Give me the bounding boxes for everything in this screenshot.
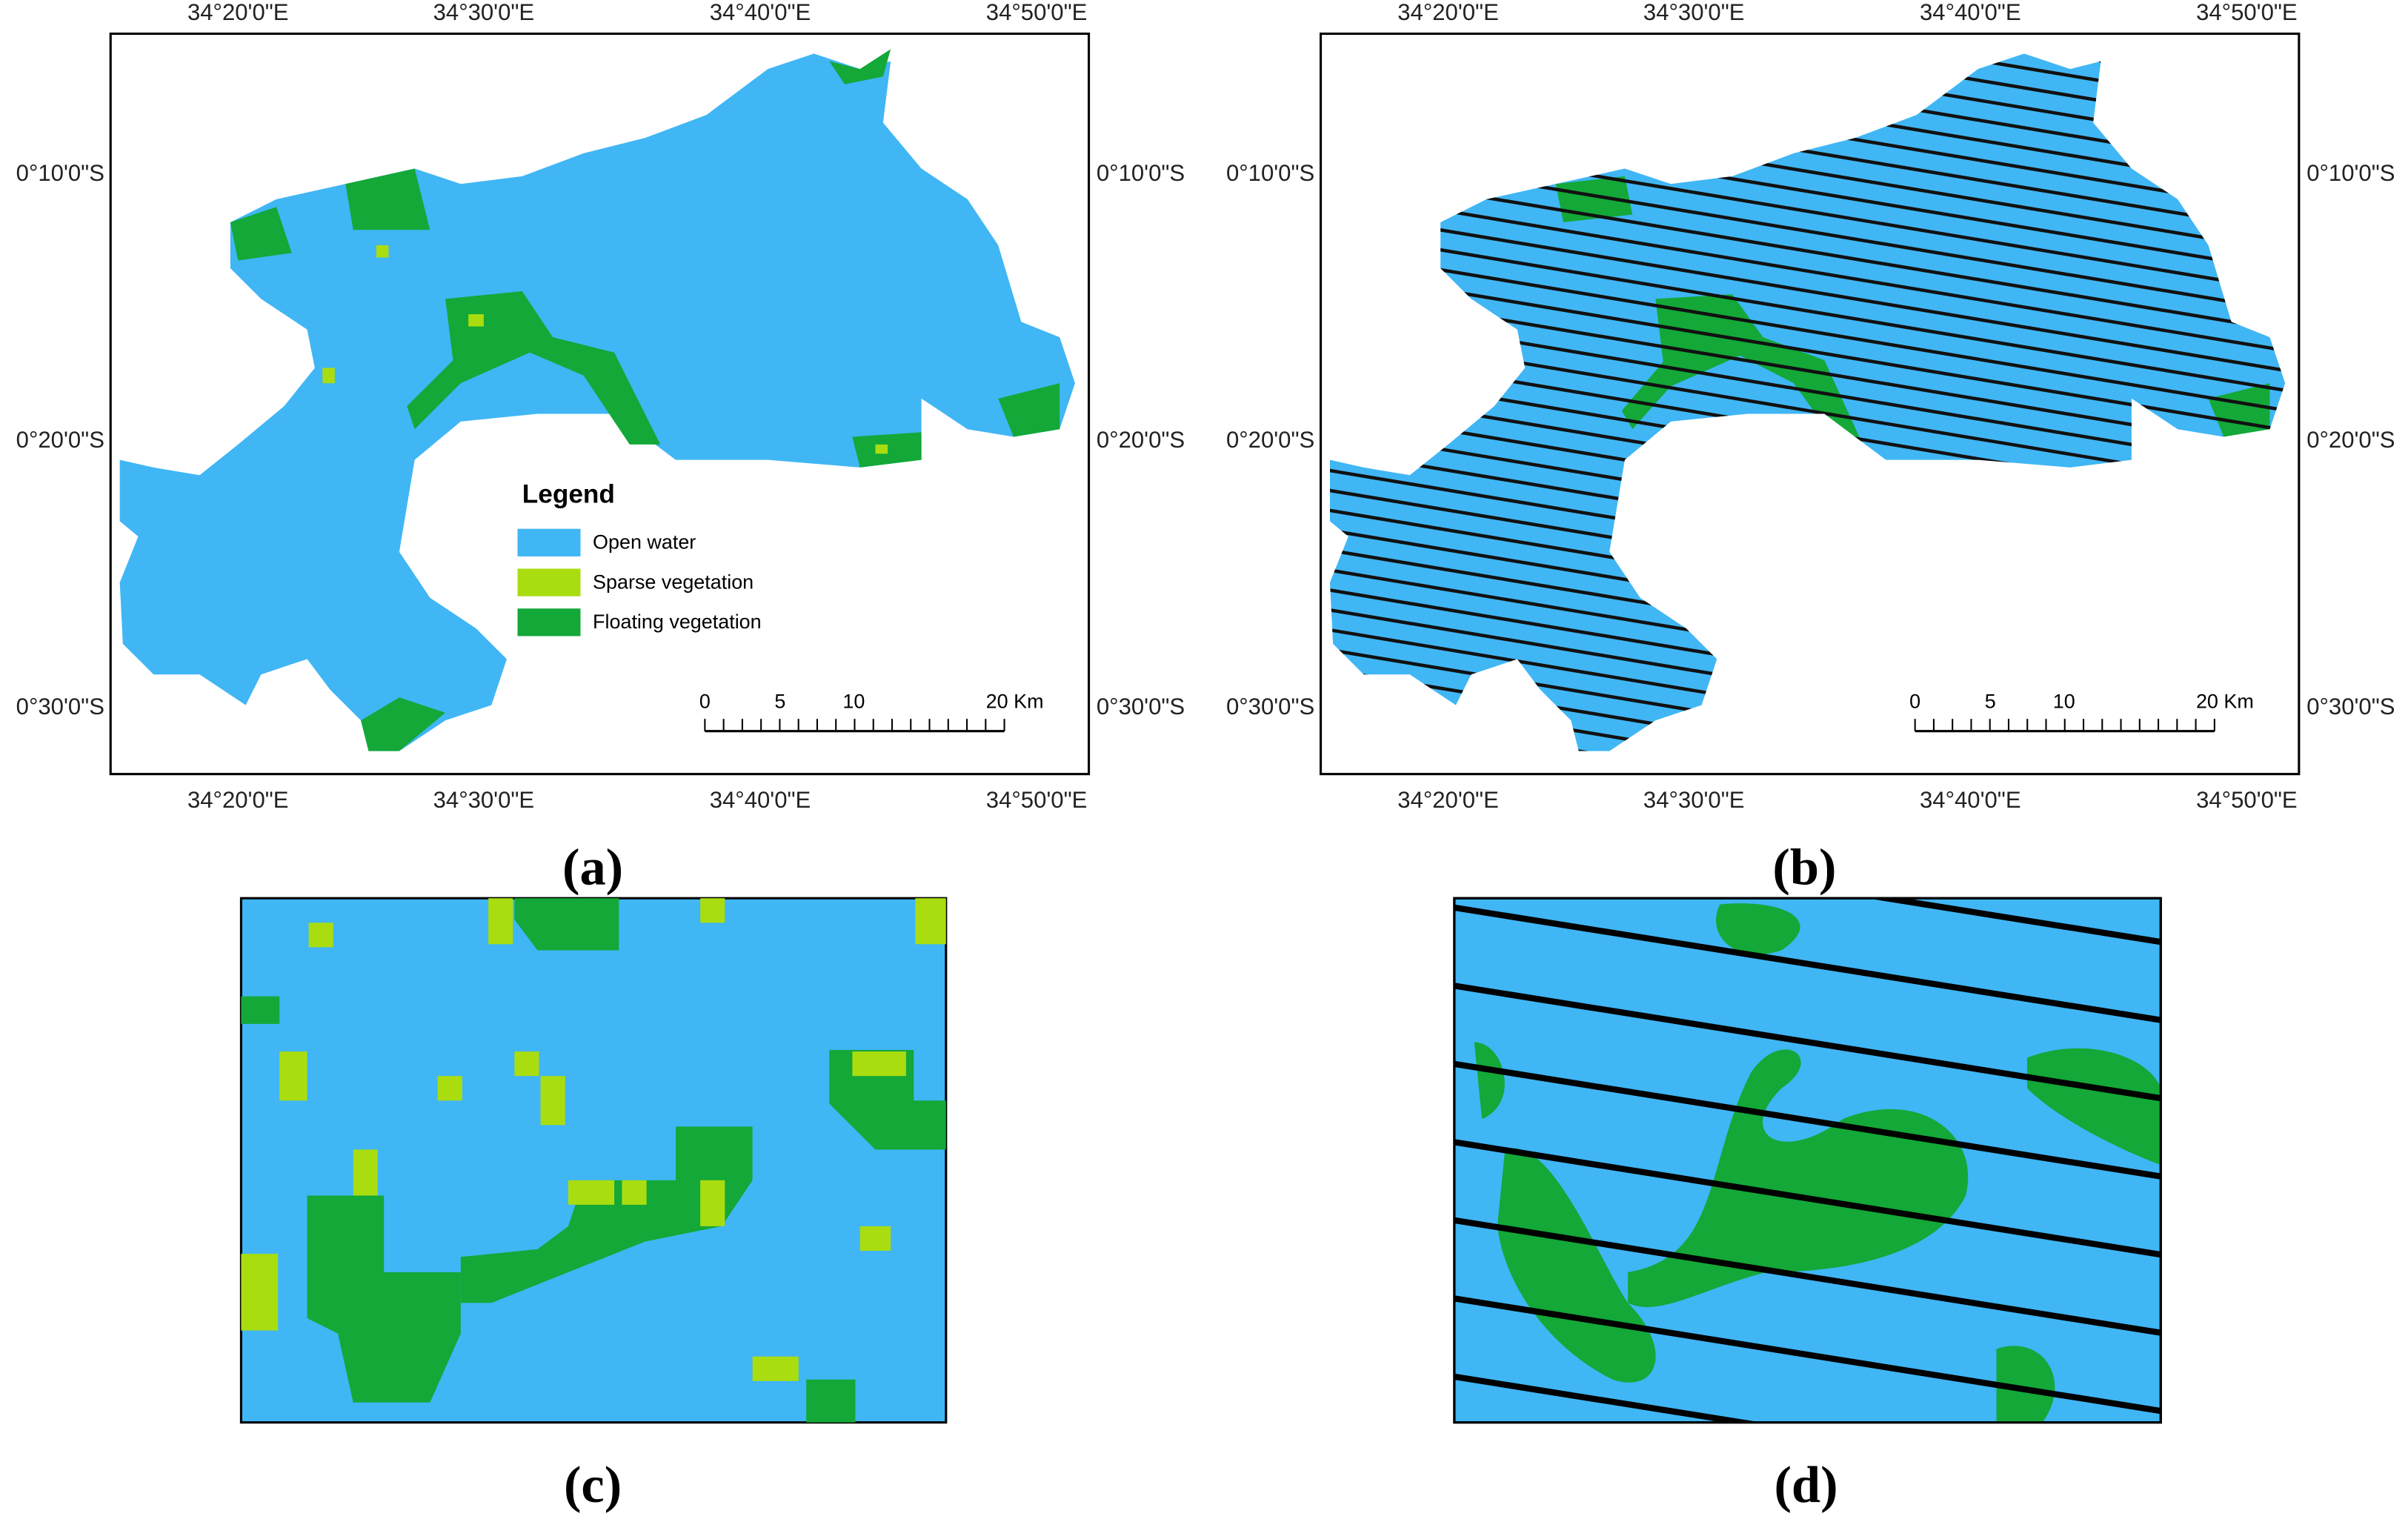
latitude-label: 0°10'0"S — [1226, 160, 1314, 186]
sparse-vegetation — [241, 898, 946, 1381]
longitude-label: 34°20'0"E — [1397, 0, 1499, 25]
panel-caption: (d) — [1774, 1456, 1837, 1514]
legend-item: Sparse vegetation — [593, 571, 754, 593]
longitude-label: 34°30'0"E — [433, 0, 535, 25]
legend-item: Floating vegetation — [593, 611, 762, 633]
stripe-line — [1454, 1373, 1762, 1423]
longitude-label: 34°20'0"E — [187, 787, 289, 813]
scale-label: 10 — [2053, 691, 2075, 713]
latitude-label: 0°30'0"S — [16, 694, 104, 719]
latitude-label: 0°20'0"S — [16, 427, 104, 453]
longitude-label: 34°30'0"E — [433, 787, 535, 813]
longitude-label: 34°50'0"E — [986, 787, 1088, 813]
stripe-line — [1866, 898, 2161, 945]
stripe-line — [1454, 1060, 2161, 1180]
vegetation — [1454, 898, 2161, 1423]
legend-swatch — [517, 608, 581, 636]
legend-swatch — [517, 568, 581, 596]
hatch-line — [1329, 225, 2286, 397]
latitude-label: 0°30'0"S — [2306, 694, 2395, 719]
panel-caption: (a) — [562, 839, 623, 897]
legend-swatch — [517, 528, 581, 556]
latitude-label: 0°10'0"S — [2306, 160, 2395, 186]
vegetation — [241, 898, 946, 1423]
stripe-line — [1454, 1217, 2161, 1336]
stripe-line — [1454, 983, 2161, 1102]
latitude-label: 0°30'0"S — [1097, 694, 1185, 719]
stripe-line — [1454, 1139, 2161, 1258]
hatch-line — [1329, 265, 2286, 437]
stripe-line — [1454, 904, 2161, 1023]
longitude-label: 34°50'0"E — [2196, 0, 2298, 25]
stripe-line — [1454, 1295, 2161, 1415]
scale-label: 5 — [774, 691, 785, 713]
latitude-label: 0°30'0"S — [1226, 694, 1314, 719]
longitude-label: 34°40'0"E — [710, 0, 811, 25]
longitude-label: 34°50'0"E — [986, 0, 1088, 25]
zoom-frame-border — [1453, 897, 2162, 1424]
scale-label: 0 — [699, 691, 711, 713]
scale-label: 5 — [1985, 691, 1996, 713]
hatch-line — [1329, 185, 2286, 358]
longitude-label: 34°40'0"E — [1920, 0, 2021, 25]
scale-label: 20 Km — [986, 691, 1044, 713]
scale-label: 0 — [1909, 691, 1920, 713]
vegetation — [230, 49, 1060, 751]
legend-item: Open water — [593, 531, 696, 554]
sparse-vegetation — [322, 245, 888, 454]
latitude-label: 0°10'0"S — [16, 160, 104, 186]
longitude-label: 34°40'0"E — [1920, 787, 2021, 813]
latitude-label: 0°20'0"S — [1226, 427, 1314, 453]
longitude-label: 34°50'0"E — [2196, 787, 2298, 813]
longitude-label: 34°20'0"E — [187, 0, 289, 25]
longitude-label: 34°30'0"E — [1643, 787, 1745, 813]
longitude-label: 34°20'0"E — [1397, 787, 1499, 813]
longitude-label: 34°40'0"E — [710, 787, 811, 813]
scale-label: 10 — [842, 691, 865, 713]
hatch-line — [1329, 205, 2286, 378]
latitude-label: 0°20'0"S — [2306, 427, 2395, 453]
hatch-line — [1329, 245, 2286, 417]
scale-label: 20 Km — [2196, 691, 2254, 713]
legend-title: Legend — [522, 480, 615, 509]
latitude-label: 0°20'0"S — [1097, 427, 1185, 453]
panel-caption: (c) — [564, 1456, 622, 1514]
longitude-label: 34°30'0"E — [1643, 0, 1745, 25]
latitude-label: 0°10'0"S — [1097, 160, 1185, 186]
panel-caption: (b) — [1772, 839, 1836, 897]
